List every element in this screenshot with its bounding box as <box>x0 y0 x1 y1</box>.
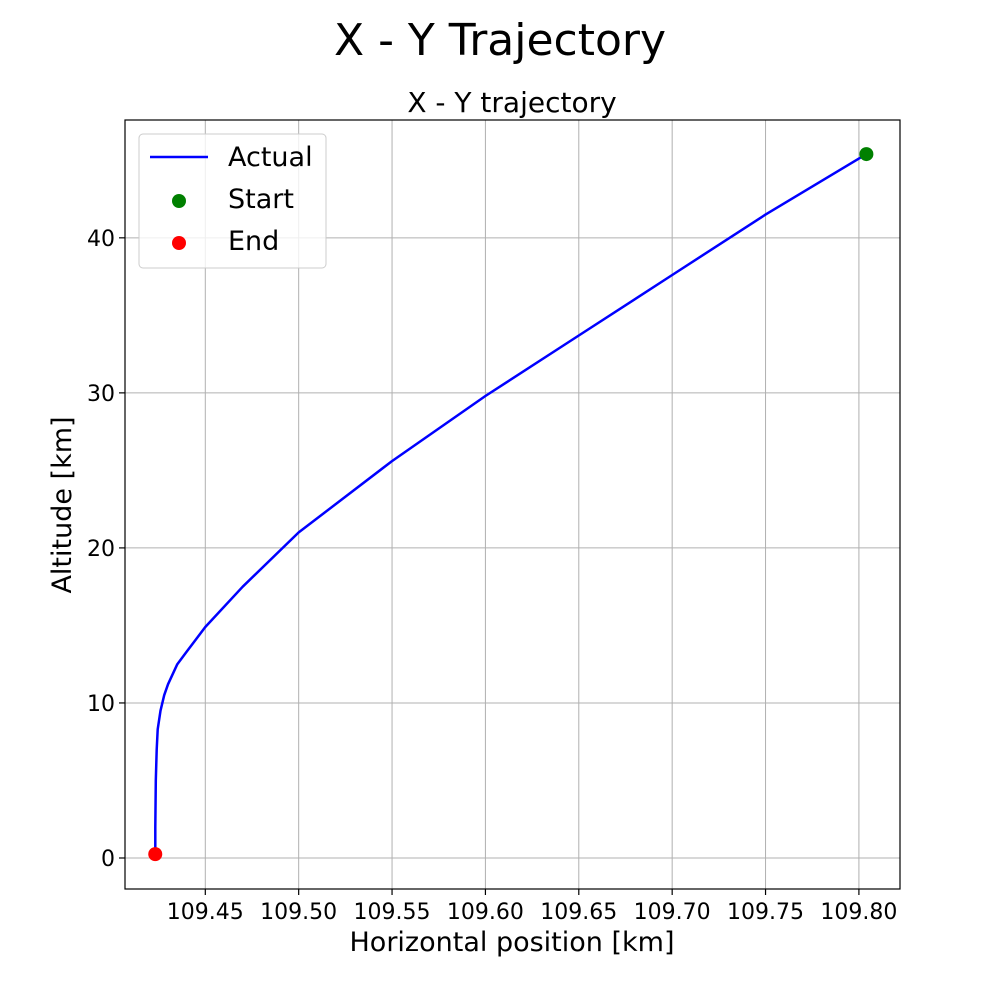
legend-label-actual: Actual <box>228 142 313 173</box>
y-tick-label: 0 <box>101 847 115 872</box>
point-start <box>859 147 874 162</box>
grid-lines <box>125 120 900 889</box>
x-tick-label: 109.55 <box>354 900 431 925</box>
axes-title: X - Y trajectory <box>407 86 616 119</box>
x-axis-label: Horizontal position [km] <box>350 927 675 958</box>
figure-title: X - Y Trajectory <box>334 15 666 66</box>
point-end <box>148 847 163 862</box>
x-tick-label: 109.75 <box>727 900 804 925</box>
y-tick-label: 10 <box>87 692 115 717</box>
legend: Actual Start End <box>138 133 327 269</box>
x-tick-label: 109.70 <box>634 900 711 925</box>
legend-label-end: End <box>228 226 279 257</box>
x-tick-label: 109.60 <box>447 900 524 925</box>
x-tick-label: 109.65 <box>540 900 617 925</box>
legend-box <box>138 133 327 269</box>
y-tick-label: 20 <box>87 537 115 562</box>
legend-swatch-start <box>172 194 186 208</box>
legend-label-start: Start <box>228 184 294 215</box>
plot-area <box>148 147 874 862</box>
x-axis-ticks: 109.45 109.50 109.55 109.60 109.65 109.70 109.… <box>167 889 897 925</box>
x-tick-label: 109.45 <box>167 900 244 925</box>
legend-swatch-end <box>172 236 186 250</box>
y-tick-label: 30 <box>87 382 115 407</box>
y-axis-ticks: 0 10 20 30 40 <box>87 227 125 872</box>
y-axis-label: Altitude [km] <box>47 416 78 593</box>
x-tick-label: 109.50 <box>260 900 337 925</box>
axes-frame <box>124 119 901 890</box>
series-actual-line <box>154 153 868 855</box>
y-tick-label: 40 <box>87 227 115 252</box>
x-tick-label: 109.80 <box>820 900 897 925</box>
